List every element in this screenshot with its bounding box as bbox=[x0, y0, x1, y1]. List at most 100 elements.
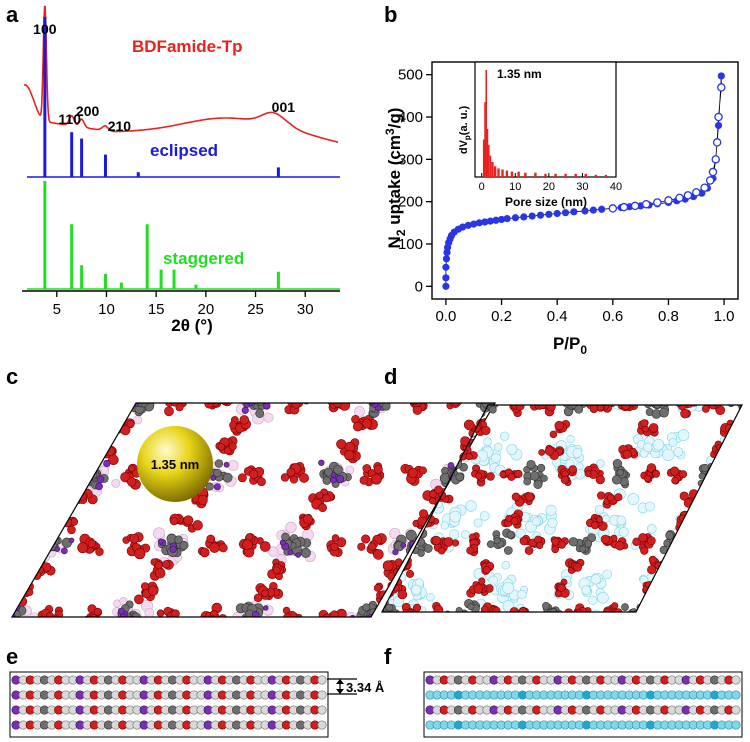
atom bbox=[172, 392, 182, 402]
y-tick-label-b: 400 bbox=[398, 109, 423, 126]
atom bbox=[611, 602, 619, 610]
pore-sphere-label: 1.35 nm bbox=[151, 457, 199, 472]
adsorption-point bbox=[581, 207, 589, 215]
atom bbox=[390, 609, 401, 612]
y-ticks-b: 0 100 200 300 400 500 bbox=[398, 67, 432, 295]
series-label-staggered: staggered bbox=[163, 249, 244, 268]
peak-label-200: 200 bbox=[76, 103, 100, 119]
atom bbox=[117, 607, 125, 615]
atom bbox=[492, 614, 499, 621]
atom bbox=[537, 405, 547, 409]
atom bbox=[492, 606, 501, 612]
atom bbox=[526, 459, 536, 470]
atom bbox=[604, 351, 614, 361]
atom bbox=[699, 512, 712, 524]
atom bbox=[281, 532, 290, 542]
atom bbox=[573, 563, 582, 572]
pore-sphere bbox=[137, 426, 213, 502]
atom bbox=[12, 584, 19, 593]
atom bbox=[330, 472, 337, 478]
atom bbox=[249, 469, 259, 479]
x-tick-label-b: 0.8 bbox=[658, 308, 679, 325]
atom bbox=[30, 560, 39, 570]
atom bbox=[2, 605, 9, 612]
atom bbox=[682, 363, 692, 373]
atom bbox=[594, 505, 605, 515]
atom bbox=[657, 597, 669, 609]
atom bbox=[686, 380, 697, 391]
atom bbox=[608, 378, 617, 387]
atom bbox=[707, 393, 716, 402]
eclipsed-side-view: 3.34 Å bbox=[9, 671, 385, 738]
atom bbox=[659, 589, 668, 598]
atom bbox=[129, 403, 135, 404]
atom bbox=[512, 375, 523, 386]
atom bbox=[516, 380, 525, 389]
panel-label-c: c bbox=[6, 364, 18, 389]
atom bbox=[47, 619, 56, 628]
atom bbox=[621, 363, 631, 373]
atom bbox=[514, 363, 524, 373]
atom bbox=[147, 391, 156, 400]
adsorption-point bbox=[442, 263, 450, 271]
atom bbox=[687, 515, 696, 524]
atom bbox=[620, 393, 629, 402]
atom bbox=[710, 465, 719, 475]
atom bbox=[87, 539, 96, 548]
x-tick-label-b: 0.4 bbox=[547, 308, 568, 325]
atom bbox=[731, 705, 741, 715]
atom bbox=[405, 614, 412, 621]
atom bbox=[118, 393, 127, 402]
atom bbox=[514, 374, 523, 383]
desorption-point bbox=[700, 183, 709, 192]
cell-outline-e bbox=[9, 671, 329, 738]
atom bbox=[572, 447, 583, 458]
desorption-point bbox=[653, 198, 662, 207]
atom bbox=[486, 540, 495, 549]
x-ticks-b: 0.0 0.2 0.4 0.6 0.8 1.0 bbox=[435, 299, 735, 325]
inset-bar bbox=[482, 139, 485, 177]
atom bbox=[330, 542, 339, 551]
atom bbox=[722, 518, 732, 529]
adsorption-point bbox=[589, 206, 597, 214]
atom bbox=[501, 613, 507, 619]
atom bbox=[738, 472, 742, 481]
atom bbox=[77, 542, 89, 554]
atom bbox=[169, 516, 179, 526]
atom bbox=[506, 443, 518, 455]
desorption-points bbox=[608, 83, 726, 213]
atom bbox=[712, 540, 722, 550]
atom bbox=[300, 547, 311, 558]
atom bbox=[400, 542, 407, 548]
atom bbox=[516, 394, 524, 402]
atom bbox=[333, 403, 343, 408]
atom bbox=[657, 591, 667, 601]
atom bbox=[116, 410, 126, 420]
atom bbox=[713, 458, 723, 467]
atom bbox=[465, 453, 473, 461]
inset-x-ticks: 0 10 20 30 40 bbox=[479, 173, 622, 193]
atom bbox=[322, 494, 331, 503]
atom bbox=[214, 459, 224, 468]
atom bbox=[718, 529, 727, 538]
atom bbox=[144, 607, 155, 617]
atom bbox=[241, 406, 249, 414]
atom bbox=[644, 405, 652, 409]
atom bbox=[68, 537, 75, 544]
atom bbox=[451, 403, 460, 407]
atom bbox=[465, 500, 477, 512]
atom bbox=[554, 420, 564, 431]
atom bbox=[389, 527, 401, 540]
atom bbox=[616, 378, 624, 386]
adsorption-point bbox=[492, 216, 500, 224]
atom bbox=[496, 398, 503, 405]
atom bbox=[515, 405, 525, 411]
atom bbox=[743, 473, 750, 483]
atom bbox=[344, 450, 355, 461]
atom bbox=[628, 363, 637, 372]
atom bbox=[128, 464, 136, 473]
atom bbox=[726, 431, 738, 443]
atom bbox=[469, 533, 476, 541]
atom bbox=[449, 529, 460, 540]
atom bbox=[621, 405, 631, 411]
